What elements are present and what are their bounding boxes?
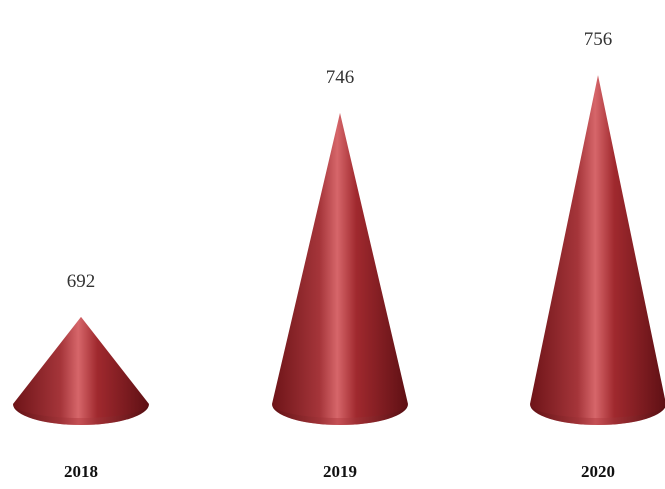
cone-body [13,316,149,425]
data-label-2018: 692 [67,271,96,292]
cone-base-rim [13,404,149,425]
category-label-2020: 2020 [581,462,615,481]
chart-labels: 692 2018 746 2019 756 2020 [64,29,615,481]
category-label-2018: 2018 [64,462,98,481]
cone-body [272,112,408,425]
cone-body [530,75,665,425]
data-label-2019: 746 [326,67,355,88]
category-label-2019: 2019 [323,462,357,481]
data-label-2020: 756 [584,29,613,50]
cone-2018 [13,316,149,425]
cone-marks [13,75,665,425]
cone-2020 [530,75,665,425]
cone-2019 [272,112,408,425]
cone-base-rim [272,404,408,425]
cone-base-rim [530,404,665,425]
